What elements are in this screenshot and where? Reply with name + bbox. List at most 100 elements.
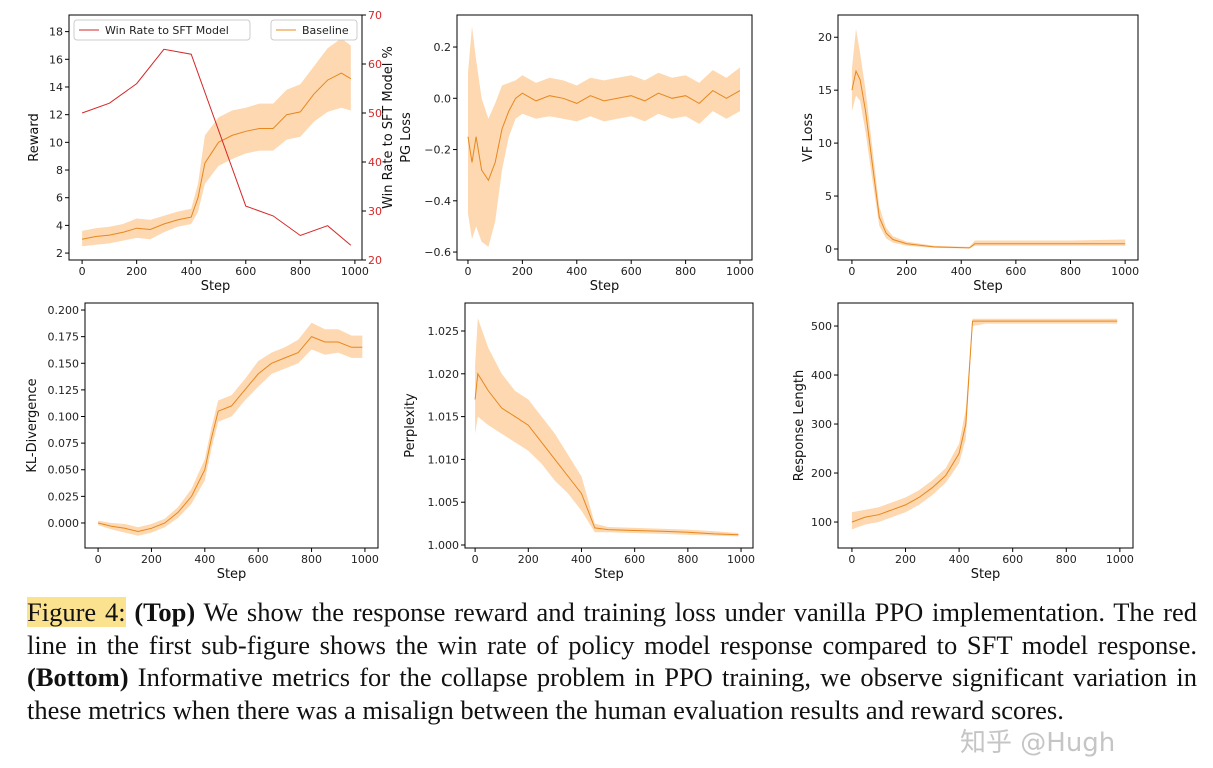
vf-loss-xlabel: Step — [973, 279, 1003, 294]
vf-loss-xtick-label: 0 — [848, 265, 855, 278]
kl-divergence-ytick-label: 0.150 — [48, 357, 80, 370]
response-length-xtick-label: 1000 — [1106, 553, 1134, 566]
perplexity-ytick-label: 1.020 — [428, 368, 460, 381]
pg-loss-xtick-label: 400 — [566, 265, 587, 278]
vf-loss-xtick-label: 1000 — [1111, 265, 1139, 278]
pg-loss-ytick-label: 0.0 — [434, 92, 452, 105]
kl-divergence-band-0 — [98, 322, 363, 536]
reward-axes-frame — [68, 14, 363, 261]
reward-xtick-label: 0 — [79, 265, 86, 278]
reward-xtick-label: 200 — [126, 265, 147, 278]
reward-ytick-right-label: 40 — [368, 156, 382, 169]
pg-loss-band-0 — [468, 26, 740, 247]
pg-loss-xtick-label: 800 — [675, 265, 696, 278]
vf-loss-ylabel: VF Loss — [801, 113, 816, 162]
response-length-xtick-label: 400 — [949, 553, 970, 566]
response-length-xtick-label: 800 — [1056, 553, 1077, 566]
perplexity-xlabel: Step — [594, 567, 624, 582]
perplexity-xtick-label: 600 — [624, 553, 645, 566]
kl-divergence-ytick-label: 0.175 — [48, 331, 80, 344]
kl-divergence-ytick-label: 0.000 — [48, 517, 80, 530]
pg-loss-ytick-label: −0.2 — [424, 144, 451, 157]
reward-xlabel: Step — [201, 279, 231, 294]
vf-loss-ytick-label: 5 — [825, 190, 832, 203]
bottom-label: (Bottom) — [27, 662, 129, 692]
perplexity-xtick-label: 0 — [472, 553, 479, 566]
vf-loss-xtick-label: 200 — [896, 265, 917, 278]
kl-divergence-xtick-label: 1000 — [351, 553, 379, 566]
reward-ytick-right-label: 60 — [368, 58, 382, 71]
pg-loss-line-0 — [467, 89, 741, 182]
response-length-ytick-label: 100 — [811, 516, 832, 529]
kl-divergence-axes-frame — [84, 302, 379, 549]
reward-ytick-label: 16 — [49, 53, 63, 66]
perplexity-band-0 — [475, 318, 739, 537]
figure-label: Figure 4: — [27, 597, 126, 627]
pg-loss-xtick-label: 200 — [512, 265, 533, 278]
reward-ytick-label: 6 — [56, 192, 63, 205]
response-length-axes-frame — [837, 302, 1134, 549]
kl-divergence-ytick-label: 0.025 — [48, 490, 80, 503]
reward-ytick-right-label: 70 — [368, 9, 382, 22]
reward-ytick-label: 18 — [49, 26, 63, 39]
vf-loss-xtick-label: 600 — [1005, 265, 1026, 278]
vf-loss-ytick-label: 15 — [818, 84, 832, 97]
response-length-xtick-label: 600 — [1002, 553, 1023, 566]
kl-divergence-xtick-label: 600 — [248, 553, 269, 566]
reward-band-0 — [82, 38, 351, 247]
vf-loss-ytick-label: 20 — [818, 31, 832, 44]
response-length-band-0 — [851, 318, 1118, 530]
perplexity-xtick-label: 400 — [571, 553, 592, 566]
reward-ytick-label: 4 — [56, 219, 63, 232]
response-length-ytick-label: 400 — [811, 369, 832, 382]
perplexity-ytick-label: 1.015 — [428, 411, 460, 424]
reward-xtick-label: 400 — [181, 265, 202, 278]
kl-divergence-xtick-label: 800 — [301, 553, 322, 566]
perplexity-ytick-label: 1.025 — [428, 325, 460, 338]
response-length-ylabel: Response Length — [792, 370, 807, 481]
caption-text-2: Informative metrics for the collapse pro… — [27, 662, 1197, 725]
response-length-xtick-label: 200 — [895, 553, 916, 566]
pg-loss-ytick-label: −0.6 — [424, 246, 451, 259]
pg-loss-axes-frame — [456, 14, 753, 261]
kl-divergence-xtick-label: 200 — [141, 553, 162, 566]
top-label: (Top) — [134, 597, 196, 627]
reward-ylabel: Reward — [27, 113, 42, 161]
kl-divergence-line-0 — [97, 335, 363, 533]
reward-line-1 — [81, 48, 352, 246]
kl-divergence-ytick-label: 0.075 — [48, 437, 80, 450]
perplexity-xtick-label: 200 — [518, 553, 539, 566]
kl-divergence-ylabel: KL-Divergence — [25, 378, 40, 472]
pg-loss-ytick-label: 0.2 — [434, 41, 452, 54]
perplexity-line-0 — [474, 372, 739, 536]
reward-ylabel-right: Win Rate to SFT Model % — [381, 46, 396, 209]
pg-loss-xtick-label: 1000 — [726, 265, 754, 278]
reward-ytick-right-label: 50 — [368, 107, 382, 120]
kl-divergence-ytick-label: 0.125 — [48, 384, 80, 397]
perplexity-ylabel: Perplexity — [403, 393, 418, 458]
pg-loss-ylabel: PG Loss — [399, 112, 414, 163]
perplexity-xtick-label: 1000 — [727, 553, 755, 566]
response-length-line-0 — [851, 320, 1118, 523]
vf-loss-ytick-label: 0 — [825, 243, 832, 256]
perplexity-axes-frame — [464, 302, 754, 549]
kl-divergence-xtick-label: 0 — [95, 553, 102, 566]
pg-loss-xtick-label: 0 — [464, 265, 471, 278]
pg-loss-xtick-label: 600 — [621, 265, 642, 278]
kl-divergence-xtick-label: 400 — [194, 553, 215, 566]
vf-loss-ytick-label: 10 — [818, 137, 832, 150]
reward-ytick-right-label: 20 — [368, 254, 382, 267]
kl-divergence-xlabel: Step — [217, 567, 247, 582]
reward-ytick-label: 2 — [56, 247, 63, 260]
kl-divergence-ytick-label: 0.050 — [48, 464, 80, 477]
reward-ytick-label: 14 — [49, 81, 63, 94]
response-length-ytick-label: 500 — [811, 320, 832, 333]
vf-loss-axes-frame — [837, 14, 1139, 261]
response-length-xlabel: Step — [971, 567, 1001, 582]
reward-legend-box — [73, 19, 251, 41]
perplexity-xtick-label: 800 — [677, 553, 698, 566]
response-length-ytick-label: 200 — [811, 467, 832, 480]
reward-ytick-right-label: 30 — [368, 205, 382, 218]
perplexity-ytick-label: 1.000 — [428, 539, 460, 552]
reward-xtick-label: 1000 — [341, 265, 369, 278]
